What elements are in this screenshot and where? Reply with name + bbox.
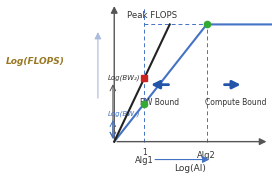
Text: Log(BW₂): Log(BW₂) [107,75,140,81]
Text: Peak FLOPS: Peak FLOPS [127,11,177,20]
Text: Log(BW₁): Log(BW₁) [107,111,140,117]
Text: 1: 1 [142,148,147,157]
Text: Alg2: Alg2 [197,151,216,160]
Text: BW Bound: BW Bound [140,98,179,107]
Text: Compute Bound: Compute Bound [205,98,266,107]
Text: Log(AI): Log(AI) [174,164,206,173]
Text: Alg1: Alg1 [135,156,153,165]
Text: Log(FLOPS): Log(FLOPS) [5,57,64,66]
